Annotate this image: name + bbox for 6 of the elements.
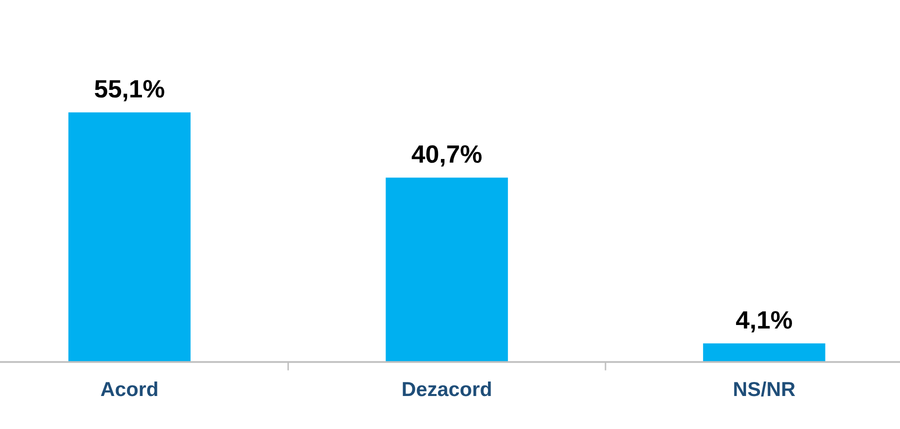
data-label: 55,1% (94, 80, 164, 102)
data-label: 40,7% (412, 145, 482, 167)
x-tick-label: Acord (100, 381, 158, 396)
data-label: 4,1% (736, 311, 792, 332)
x-tick-label: NS/NR (734, 381, 796, 396)
x-tick-label: Dezacord (402, 381, 491, 396)
